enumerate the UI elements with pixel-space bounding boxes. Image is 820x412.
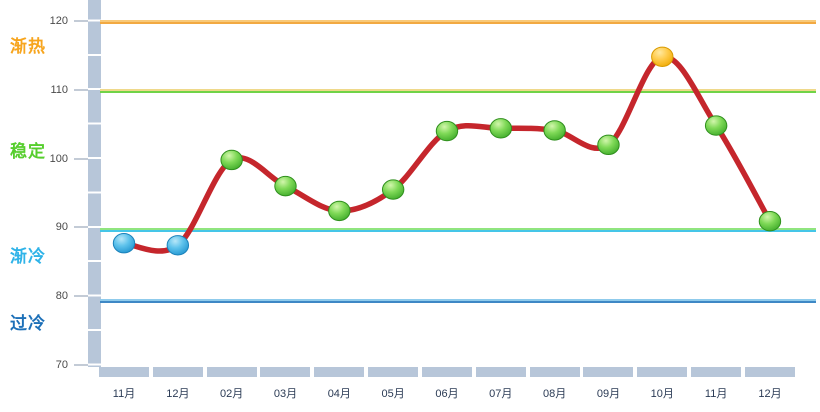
x-axis-band-segment xyxy=(368,367,419,377)
x-axis-label: 12月 xyxy=(166,388,190,400)
x-axis-band-segment xyxy=(152,367,203,377)
y-tick-label: 80 xyxy=(55,290,68,303)
x-axis-band-segment xyxy=(206,367,257,377)
x-axis-label: 02月 xyxy=(220,388,244,400)
x-axis-band-segment xyxy=(583,367,634,377)
y-tick-label: 70 xyxy=(55,359,68,371)
x-axis-label: 11月 xyxy=(112,388,136,400)
data-point-marker[interactable] xyxy=(651,46,674,67)
data-point-marker[interactable] xyxy=(166,235,190,256)
zone-label-getting-cold: 渐冷 xyxy=(10,246,46,266)
data-point-marker[interactable] xyxy=(758,211,782,232)
y-tick-label: 90 xyxy=(55,221,68,234)
y-tick-mark xyxy=(74,157,88,160)
x-axis-label: 05月 xyxy=(381,388,405,400)
y-tick-label: 120 xyxy=(49,15,68,27)
x-axis-label: 07月 xyxy=(489,388,513,400)
trend-line xyxy=(121,54,773,254)
data-point-marker[interactable] xyxy=(220,149,243,171)
x-axis-band-segment xyxy=(99,367,149,377)
x-axis-band-segment xyxy=(529,367,580,377)
x-axis-label: 04月 xyxy=(327,388,351,400)
threshold-line xyxy=(100,19,816,24)
x-axis-band-segment xyxy=(744,367,795,377)
x-axis-band-segment xyxy=(260,367,311,377)
zone-label-getting-hot: 渐热 xyxy=(10,36,46,56)
data-point-marker[interactable] xyxy=(274,175,297,197)
data-point-marker[interactable] xyxy=(435,120,459,142)
y-tick-label: 110 xyxy=(50,83,68,96)
x-axis-band-segment xyxy=(421,367,472,377)
y-tick-mark xyxy=(74,364,88,366)
data-point-marker[interactable] xyxy=(704,115,728,136)
y-tick-mark xyxy=(74,88,88,91)
y-tick-mark xyxy=(74,295,88,298)
data-point-marker[interactable] xyxy=(328,200,351,222)
x-axis-label: 09月 xyxy=(596,388,621,400)
y-axis-band xyxy=(88,0,101,367)
data-point-marker[interactable] xyxy=(597,134,620,156)
x-axis-band-segment xyxy=(475,367,526,377)
x-axis-label: 03月 xyxy=(273,388,298,400)
x-axis-label: 11月 xyxy=(704,388,728,400)
x-axis-label: 10月 xyxy=(650,388,674,400)
x-axis-label: 08月 xyxy=(543,388,567,400)
threshold-line xyxy=(100,299,816,304)
data-point-marker[interactable] xyxy=(112,233,136,254)
data-point-marker[interactable] xyxy=(543,120,566,141)
zone-label-too-cold: 过冷 xyxy=(10,314,46,333)
threshold-line xyxy=(100,228,816,233)
x-axis-band-segment xyxy=(314,367,365,377)
y-tick-mark xyxy=(74,226,88,229)
zone-label-stable: 稳定 xyxy=(10,141,46,161)
x-axis-band-segment xyxy=(637,367,688,377)
y-tick-mark xyxy=(74,20,88,22)
threshold-line xyxy=(100,89,816,94)
x-axis-band-segment xyxy=(691,367,742,377)
data-point-marker[interactable] xyxy=(489,118,513,139)
y-tick-label: 100 xyxy=(49,152,68,165)
x-axis-label: 06月 xyxy=(435,388,459,400)
data-point-marker[interactable] xyxy=(381,179,405,200)
x-axis-label: 12月 xyxy=(758,388,782,400)
